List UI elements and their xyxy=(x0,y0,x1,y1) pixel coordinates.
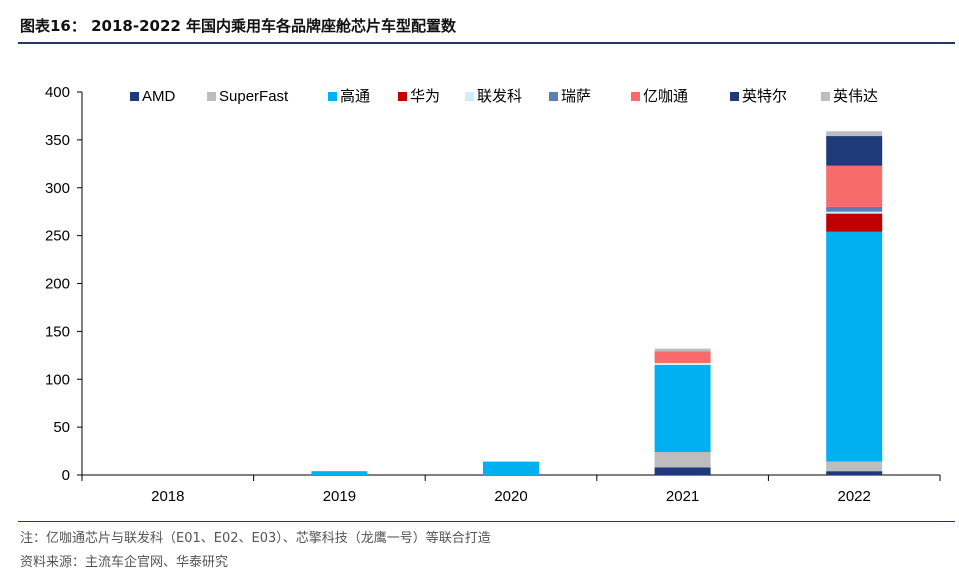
legend-swatch xyxy=(549,92,558,101)
legend-swatch xyxy=(465,92,474,101)
x-tick-label: 2018 xyxy=(151,488,184,505)
bar-segment xyxy=(311,471,368,475)
x-tick-label: 2019 xyxy=(323,488,356,505)
bar-segment xyxy=(654,362,711,365)
x-tick-label: 2021 xyxy=(666,488,699,505)
bar-segment xyxy=(826,206,883,212)
y-tick-label: 150 xyxy=(45,323,70,340)
figure-title: 图表16： 2018-2022 年国内乘用车各品牌座舱芯片车型配置数 xyxy=(20,17,457,35)
y-tick-label: 400 xyxy=(45,84,70,101)
bars xyxy=(311,131,883,475)
legend-label: 华为 xyxy=(410,88,440,105)
legend-label: 高通 xyxy=(340,88,370,105)
legend-label: 亿咖通 xyxy=(643,88,688,105)
bar-segment xyxy=(826,471,883,475)
legend: AMD SuperFast 高通 华为 联发科 瑞萨 亿咖通 英特尔 英伟达 xyxy=(130,87,878,105)
legend-label: 瑞萨 xyxy=(561,88,591,105)
bar-segment xyxy=(654,351,711,363)
bar-segment xyxy=(483,461,539,475)
bar-segment xyxy=(826,213,883,232)
legend-item: 瑞萨 xyxy=(549,88,591,105)
legend-item: 英特尔 xyxy=(730,87,787,105)
legend-item: 华为 xyxy=(398,88,440,105)
y-tick-label: 0 xyxy=(62,467,70,484)
legend-item: SuperFast xyxy=(207,88,289,105)
legend-label: 英特尔 xyxy=(742,87,787,105)
legend-item: 联发科 xyxy=(465,88,522,105)
bar-segment xyxy=(826,461,883,472)
source-note: 资料来源：主流车企官网、华泰研究 xyxy=(20,555,229,570)
stacked-bar-chart: 0 50 100 150 200 250 300 350 400 2018 2019 2020 202… xyxy=(45,84,941,505)
bar-segment xyxy=(826,211,883,214)
legend-swatch xyxy=(398,92,407,101)
legend-item: AMD xyxy=(130,88,176,105)
legend-item: 高通 xyxy=(328,88,370,105)
legend-swatch xyxy=(207,92,216,101)
y-tick-label: 300 xyxy=(45,180,70,197)
y-tick-label: 100 xyxy=(45,371,70,388)
legend-label: 联发科 xyxy=(477,88,522,105)
x-tick-label: 2020 xyxy=(494,488,527,505)
bar-segment xyxy=(654,452,711,468)
legend-label: AMD xyxy=(142,88,176,105)
y-tick-label: 250 xyxy=(45,228,70,245)
bar-segment xyxy=(826,231,883,462)
legend-swatch xyxy=(631,92,640,101)
legend-swatch xyxy=(328,92,337,101)
bar-segment xyxy=(654,467,711,475)
x-tick-label: 2022 xyxy=(838,488,871,505)
legend-swatch xyxy=(130,92,139,101)
legend-item: 亿咖通 xyxy=(631,88,688,105)
footnote: 注：亿咖通芯片与联发科（E01、E02、E03）、芯擎科技（龙鹰一号）等联合打造 xyxy=(20,531,491,546)
legend-swatch xyxy=(730,92,739,101)
x-axis: 2018 2019 2020 2021 2022 xyxy=(81,474,941,505)
y-axis: 0 50 100 150 200 250 300 350 400 xyxy=(45,84,83,484)
legend-swatch xyxy=(821,92,830,101)
y-tick-label: 350 xyxy=(45,132,70,149)
legend-item: 英伟达 xyxy=(821,87,878,105)
y-tick-label: 50 xyxy=(53,419,70,436)
bar-segment xyxy=(826,131,883,137)
legend-label: SuperFast xyxy=(219,88,289,105)
bar-segment xyxy=(826,165,883,207)
y-tick-label: 200 xyxy=(45,276,70,293)
bar-segment xyxy=(654,348,711,352)
legend-label: 英伟达 xyxy=(833,87,878,105)
bar-segment xyxy=(654,364,711,453)
footer-rule xyxy=(18,521,955,522)
title-rule xyxy=(18,42,955,44)
bar-segment xyxy=(826,136,883,166)
